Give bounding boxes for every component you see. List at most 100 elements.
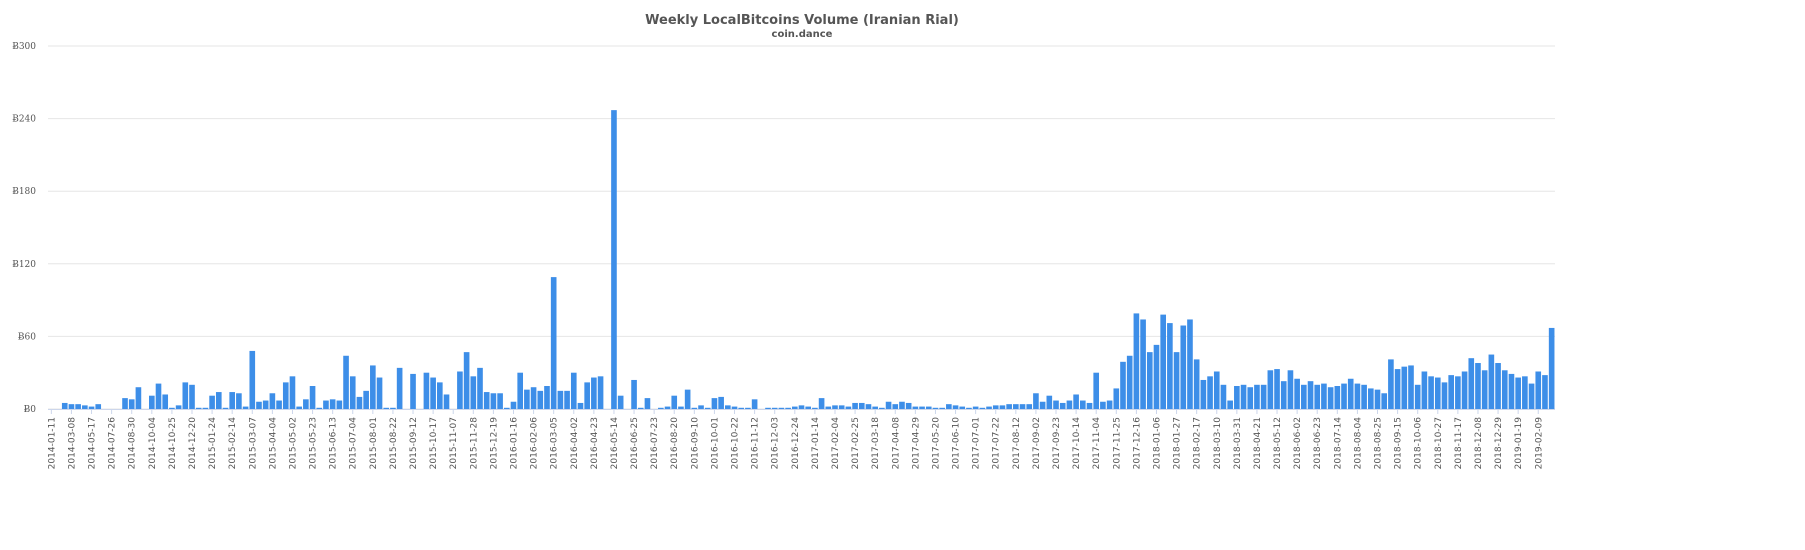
bar <box>1341 383 1347 409</box>
bar <box>872 406 878 409</box>
bar <box>1247 387 1254 409</box>
bar <box>470 376 477 409</box>
bar <box>966 407 972 409</box>
bar <box>356 396 363 409</box>
x-tick-label: 2016-06-25 <box>630 417 640 469</box>
x-tick-label: 2018-04-21 <box>1253 417 1263 469</box>
x-tick-label: 2017-04-08 <box>891 417 901 470</box>
x-tick-label: 2015-05-02 <box>288 417 298 469</box>
bar <box>658 407 664 409</box>
bar <box>323 400 329 409</box>
bar <box>383 407 390 409</box>
bar <box>684 389 691 409</box>
x-tick-label: 2015-06-13 <box>329 417 339 469</box>
x-tick-label: 2016-02-06 <box>530 417 540 470</box>
bar <box>818 398 825 409</box>
x-tick-label: 2015-01-24 <box>208 417 218 470</box>
bar <box>309 386 316 409</box>
x-tick-label: 2017-07-01 <box>972 417 982 469</box>
x-tick-label: 2015-02-14 <box>228 417 238 470</box>
bar <box>1354 383 1361 409</box>
x-tick-label: 2016-12-03 <box>771 417 781 469</box>
bar <box>838 405 845 409</box>
bar <box>155 383 162 409</box>
bar <box>1280 381 1287 409</box>
x-tick-label: 2015-09-12 <box>409 417 419 469</box>
bar <box>1140 319 1146 409</box>
bar <box>570 372 577 409</box>
bar <box>698 405 704 409</box>
y-tick-label: Ƀ120 <box>12 260 36 270</box>
bar <box>678 406 684 409</box>
x-tick-label: 2015-10-17 <box>429 417 439 469</box>
x-tick-label: 2018-01-27 <box>1173 417 1183 469</box>
bar <box>1347 378 1354 409</box>
x-tick-label: 2015-04-04 <box>268 417 278 470</box>
bar <box>209 395 215 409</box>
bar <box>892 404 899 409</box>
bar <box>222 407 229 409</box>
bar <box>1267 370 1274 409</box>
x-tick-label: 2018-01-06 <box>1152 417 1162 470</box>
bar <box>1187 319 1193 409</box>
bar <box>946 404 952 409</box>
x-tick-label: 2014-07-26 <box>108 417 118 470</box>
y-tick-label: Ƀ300 <box>12 42 36 52</box>
bar <box>1367 388 1374 409</box>
bar <box>410 373 416 409</box>
x-tick-label: 2016-07-23 <box>650 417 660 469</box>
bar <box>1334 386 1341 409</box>
bar <box>175 405 182 409</box>
bar <box>986 406 992 409</box>
bar <box>1548 327 1555 409</box>
y-tick-label: Ƀ240 <box>12 115 36 125</box>
x-tick-label: 2017-03-18 <box>871 417 881 470</box>
bar <box>577 402 584 409</box>
bar <box>262 400 269 409</box>
bar <box>336 400 343 409</box>
bar <box>490 393 497 409</box>
bar <box>282 382 289 409</box>
bar <box>1093 372 1100 409</box>
bar <box>329 399 336 409</box>
x-tick-label: 2017-11-04 <box>1092 417 1102 470</box>
bar <box>296 406 302 409</box>
bar <box>195 407 202 409</box>
bar <box>517 372 524 409</box>
bar <box>885 401 892 409</box>
chart-subtitle: coin.dance <box>772 29 833 40</box>
bar <box>1495 363 1501 409</box>
bar <box>202 407 209 409</box>
x-tick-label: 2017-04-29 <box>911 417 921 470</box>
bar <box>671 395 678 409</box>
x-tick-label: 2016-10-01 <box>710 417 720 469</box>
x-tick-label: 2015-08-01 <box>369 417 379 469</box>
x-tick-label: 2018-12-29 <box>1494 417 1504 470</box>
bar <box>1434 377 1441 409</box>
x-tick-label: 2018-10-27 <box>1434 417 1444 469</box>
bar <box>1207 376 1213 409</box>
x-tick-label: 2014-05-17 <box>88 417 98 469</box>
bar <box>1522 376 1528 409</box>
bar <box>1013 404 1019 409</box>
bar <box>912 406 919 409</box>
bar <box>169 407 175 409</box>
bar <box>1227 400 1233 409</box>
bar <box>289 376 296 409</box>
bar <box>1314 384 1321 409</box>
bar <box>992 405 999 409</box>
x-tick-label: 2017-06-10 <box>952 417 962 470</box>
bar <box>1234 386 1240 409</box>
bar <box>1167 323 1173 409</box>
bar <box>1260 384 1267 409</box>
bar <box>510 401 517 409</box>
bar <box>463 352 470 409</box>
bar <box>396 367 403 409</box>
x-tick-label: 2014-10-04 <box>148 417 158 470</box>
bar <box>1414 384 1421 409</box>
bar <box>932 407 939 409</box>
bar <box>845 406 852 409</box>
bar <box>1294 378 1300 409</box>
x-tick-label: 2018-08-04 <box>1353 417 1363 470</box>
bar <box>745 407 751 409</box>
